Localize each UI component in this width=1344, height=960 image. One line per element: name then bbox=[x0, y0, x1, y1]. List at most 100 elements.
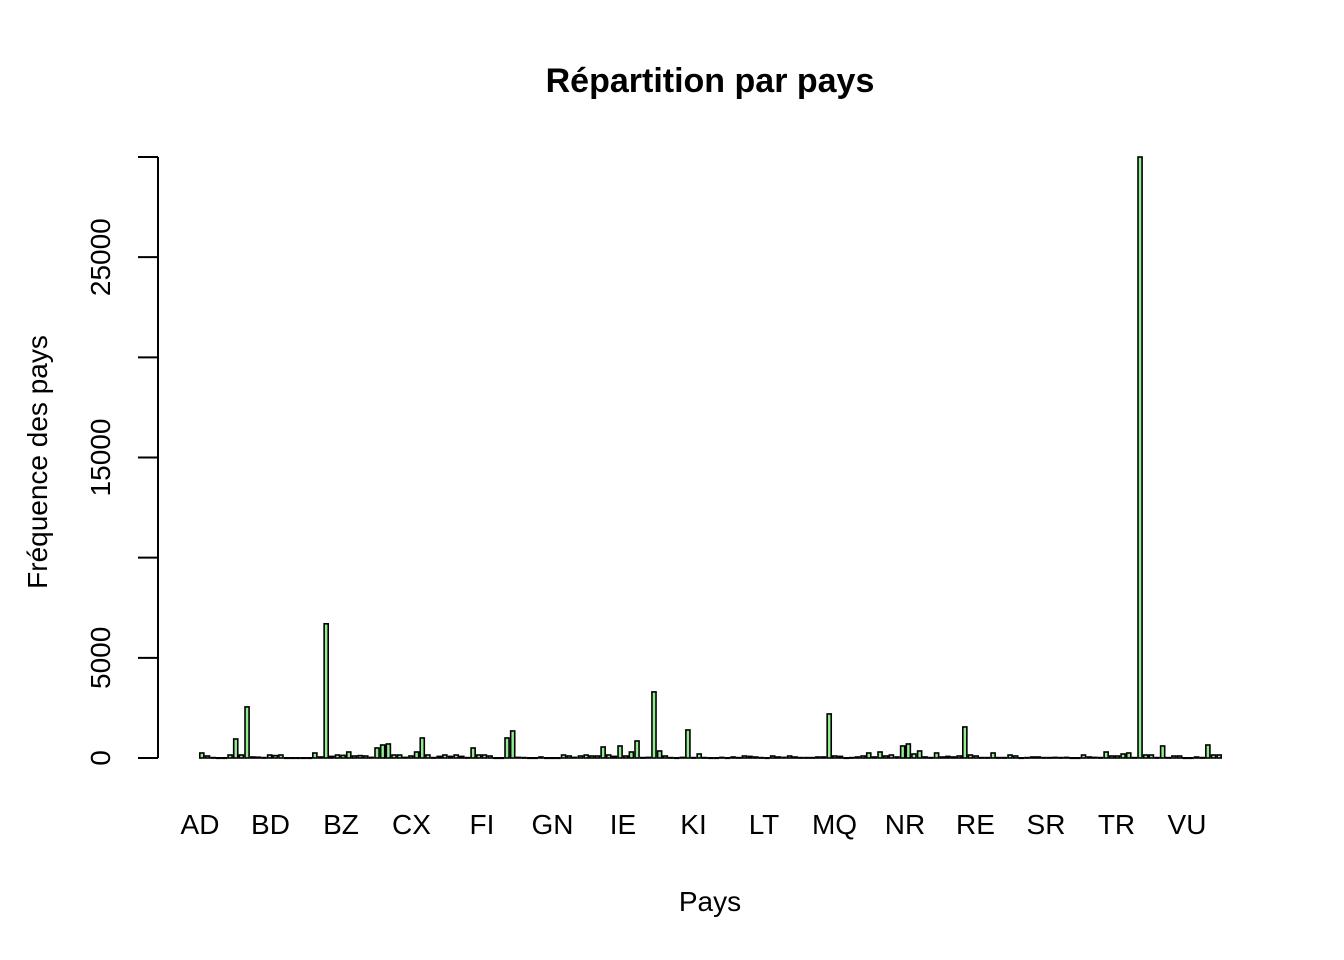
bar bbox=[865, 752, 872, 759]
bar bbox=[362, 755, 369, 759]
bar bbox=[798, 756, 804, 759]
bar bbox=[442, 754, 448, 759]
bar bbox=[572, 756, 578, 759]
bar bbox=[961, 726, 968, 759]
bar bbox=[543, 756, 550, 760]
x-tick-label: TR bbox=[1098, 809, 1135, 840]
bar bbox=[312, 752, 318, 759]
bar bbox=[781, 756, 787, 759]
bar bbox=[368, 756, 375, 759]
bar bbox=[385, 743, 392, 759]
bar bbox=[645, 756, 652, 759]
x-tick-label: CX bbox=[392, 809, 431, 840]
bar bbox=[215, 756, 222, 760]
bar bbox=[334, 754, 341, 759]
bar bbox=[950, 756, 957, 759]
bar bbox=[877, 751, 883, 759]
x-tick-label: BD bbox=[251, 809, 290, 840]
bar bbox=[447, 755, 454, 759]
bar bbox=[651, 691, 657, 759]
bar bbox=[747, 755, 753, 759]
bar bbox=[504, 737, 510, 759]
bar bbox=[1165, 756, 1172, 759]
bar bbox=[1131, 756, 1138, 759]
bar bbox=[227, 754, 233, 759]
bar bbox=[419, 737, 426, 759]
bar bbox=[758, 756, 765, 759]
bar bbox=[300, 756, 307, 760]
bar bbox=[1001, 756, 1008, 759]
bar bbox=[470, 747, 476, 759]
bar bbox=[741, 755, 748, 759]
bar bbox=[911, 753, 917, 759]
bar bbox=[1148, 754, 1155, 759]
bar bbox=[702, 756, 708, 759]
bar bbox=[899, 745, 906, 759]
x-tick-label: MQ bbox=[812, 809, 857, 840]
bar bbox=[832, 755, 838, 759]
bar bbox=[1103, 751, 1109, 759]
bar bbox=[532, 756, 539, 760]
bar bbox=[605, 754, 612, 759]
bar bbox=[1041, 756, 1047, 759]
bar bbox=[430, 756, 437, 759]
bar bbox=[871, 756, 878, 759]
bar bbox=[357, 754, 363, 759]
bar bbox=[1035, 756, 1042, 759]
bar bbox=[1199, 756, 1206, 759]
x-tick-label: SR bbox=[1027, 809, 1066, 840]
bar bbox=[973, 755, 979, 759]
bar bbox=[492, 756, 499, 760]
x-tick-label: BZ bbox=[323, 809, 359, 840]
bar bbox=[1210, 754, 1217, 759]
bar bbox=[1018, 756, 1025, 760]
bar bbox=[266, 754, 273, 759]
bar bbox=[1188, 756, 1194, 760]
bar bbox=[1137, 156, 1143, 759]
bar bbox=[1029, 756, 1036, 759]
bar bbox=[413, 751, 420, 759]
bar bbox=[978, 756, 985, 759]
bar bbox=[735, 756, 742, 759]
bar bbox=[922, 756, 929, 759]
bar bbox=[1069, 756, 1076, 760]
bar bbox=[916, 750, 923, 759]
bar bbox=[1171, 755, 1177, 759]
bar bbox=[809, 756, 816, 759]
bar bbox=[583, 754, 589, 759]
bar bbox=[792, 756, 799, 759]
bar bbox=[995, 756, 1002, 759]
bar bbox=[379, 744, 386, 759]
bar bbox=[1092, 756, 1098, 759]
bar bbox=[340, 754, 346, 759]
x-tick-label: NR bbox=[885, 809, 925, 840]
x-tick-label: AD bbox=[181, 809, 220, 840]
bar bbox=[566, 755, 573, 759]
bar bbox=[752, 756, 759, 759]
bar bbox=[351, 755, 358, 759]
bar bbox=[882, 755, 889, 759]
bar bbox=[221, 756, 228, 760]
bar bbox=[244, 706, 250, 759]
bar bbox=[685, 729, 691, 759]
bar bbox=[679, 756, 686, 759]
bar bbox=[317, 756, 324, 759]
bar bbox=[1182, 756, 1189, 760]
bar bbox=[328, 755, 335, 759]
x-tick-label: VU bbox=[1168, 809, 1207, 840]
bar bbox=[1142, 754, 1149, 759]
bar bbox=[481, 754, 488, 759]
bar bbox=[272, 754, 279, 759]
bar bbox=[622, 755, 629, 759]
bar bbox=[600, 746, 606, 759]
bar bbox=[521, 756, 527, 759]
bar bbox=[588, 755, 595, 759]
bar bbox=[464, 756, 471, 759]
bar bbox=[1154, 756, 1160, 759]
bar bbox=[549, 756, 556, 760]
bar bbox=[1120, 753, 1126, 759]
bar bbox=[391, 754, 397, 759]
bar bbox=[928, 756, 934, 759]
bar bbox=[509, 730, 516, 759]
